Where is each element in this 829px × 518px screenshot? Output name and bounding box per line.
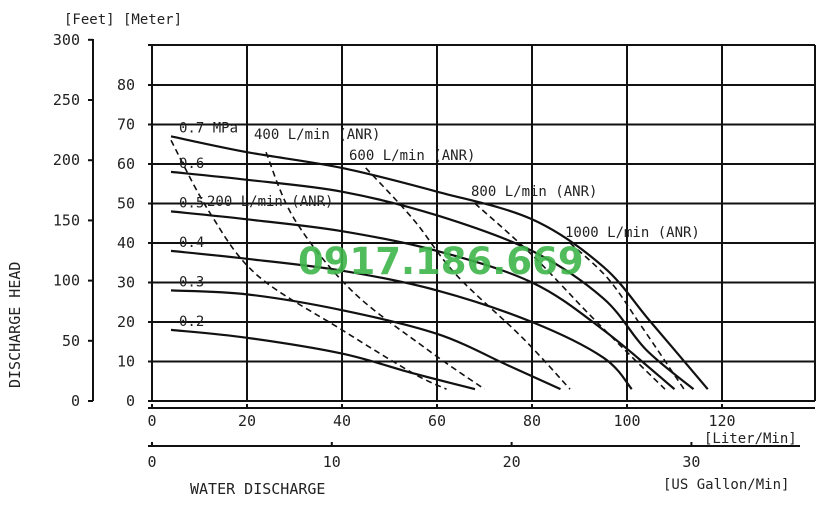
y-feet-tick-label-300: 300 bbox=[53, 31, 80, 49]
pressure-label-2: 0.5 bbox=[179, 195, 204, 211]
y-meter-tick-label-80: 80 bbox=[117, 76, 135, 94]
pressure-label-4: 0.3 bbox=[179, 274, 204, 290]
x-tick-label-40: 40 bbox=[333, 412, 351, 430]
y-meter-tick-label-20: 20 bbox=[117, 313, 135, 331]
x-tick-label-60: 60 bbox=[428, 412, 446, 430]
air-curve-3 bbox=[474, 202, 666, 390]
y-axis-label: DISCHARGE HEAD bbox=[6, 262, 24, 388]
pressure-label-1: 0.6 bbox=[179, 156, 204, 172]
air-label-4: 1000 L/min (ANR) bbox=[565, 225, 700, 241]
y-feet-tick-label-0: 0 bbox=[71, 392, 80, 410]
x-tick-label-100: 100 bbox=[613, 412, 640, 430]
x-gallon-tick-label-0: 0 bbox=[147, 453, 156, 471]
x-unit-liter: [Liter/Min] bbox=[704, 431, 797, 447]
x-axis-label: WATER DISCHARGE bbox=[190, 480, 325, 498]
left-axis-units: [Feet] [Meter] bbox=[64, 12, 182, 28]
air-curve-2 bbox=[365, 167, 571, 390]
y-meter-tick-label-0: 0 bbox=[126, 392, 135, 410]
y-meter-tick-label-50: 50 bbox=[117, 195, 135, 213]
pressure-curve-4 bbox=[170, 289, 561, 391]
phone-watermark: 0917.186.669 bbox=[298, 240, 584, 283]
y-meter-tick-label-40: 40 bbox=[117, 234, 135, 252]
series-layer bbox=[170, 135, 709, 391]
x-unit-gallon: [US Gallon/Min] bbox=[663, 477, 789, 493]
x-tick-label-0: 0 bbox=[147, 412, 156, 430]
air-label-0: 200 L/min (ANR) bbox=[207, 194, 333, 210]
y-feet-tick-label-150: 150 bbox=[53, 211, 80, 229]
y-feet-tick-label-250: 250 bbox=[53, 91, 80, 109]
air-curve-4 bbox=[569, 242, 685, 390]
y-meter-tick-label-10: 10 bbox=[117, 353, 135, 371]
y-feet-tick-label-100: 100 bbox=[53, 272, 80, 290]
pressure-curve-2 bbox=[170, 210, 676, 390]
y-meter-tick-label-70: 70 bbox=[117, 116, 135, 134]
air-label-3: 800 L/min (ANR) bbox=[471, 184, 597, 200]
pressure-curve-3 bbox=[170, 249, 633, 390]
x-tick-label-120: 120 bbox=[708, 412, 735, 430]
x-tick-label-80: 80 bbox=[523, 412, 541, 430]
air-curve-1 bbox=[265, 151, 485, 390]
x-tick-label-20: 20 bbox=[238, 412, 256, 430]
y-feet-tick-label-200: 200 bbox=[53, 151, 80, 169]
x-gallon-tick-label-30: 30 bbox=[682, 453, 700, 471]
x-gallon-tick-label-20: 20 bbox=[503, 453, 521, 471]
pressure-label-5: 0.2 bbox=[179, 314, 204, 330]
air-label-1: 400 L/min (ANR) bbox=[254, 127, 380, 143]
pressure-label-3: 0.4 bbox=[179, 235, 204, 251]
pressure-curve-5 bbox=[170, 328, 476, 391]
pressure-curve-1 bbox=[170, 170, 695, 390]
y-meter-tick-label-30: 30 bbox=[117, 274, 135, 292]
air-curve-0 bbox=[170, 139, 447, 390]
y-feet-tick-label-50: 50 bbox=[62, 332, 80, 350]
x-gallon-tick-label-10: 10 bbox=[323, 453, 341, 471]
pressure-curve-0 bbox=[170, 135, 709, 390]
y-meter-tick-label-60: 60 bbox=[117, 155, 135, 173]
air-label-2: 600 L/min (ANR) bbox=[349, 148, 475, 164]
pressure-label-0: 0.7 MPa bbox=[179, 120, 238, 136]
